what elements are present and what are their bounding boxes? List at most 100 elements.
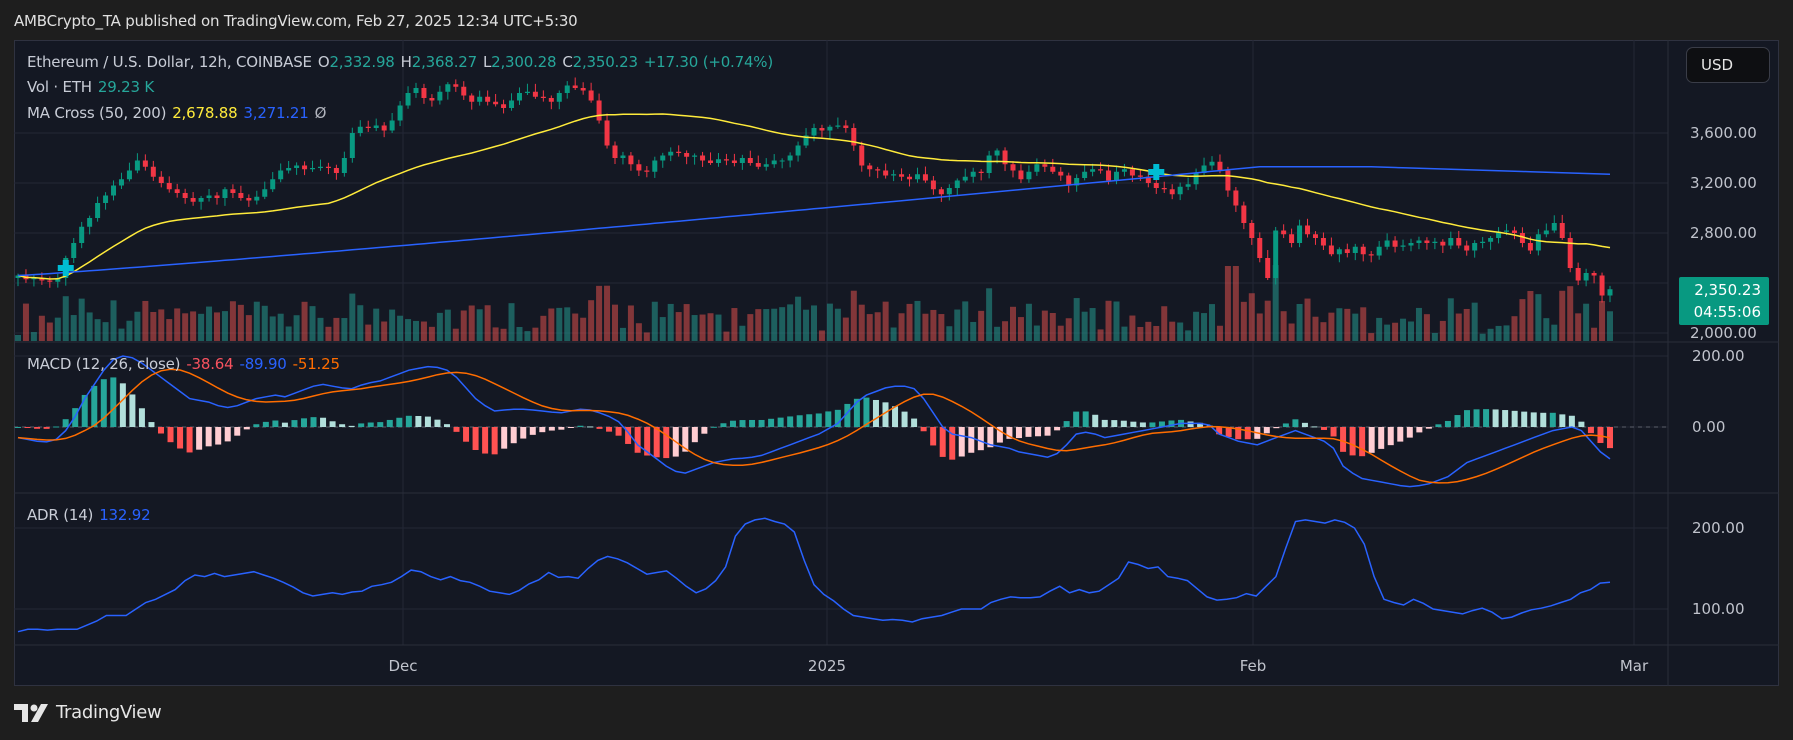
macd-histogram-bar — [1273, 427, 1280, 429]
volume-bar — [269, 316, 276, 341]
candle-body — [453, 84, 459, 87]
candle-body — [445, 84, 451, 92]
volume-bar — [898, 313, 905, 341]
ma200-value: 3,271.21 — [243, 104, 309, 122]
macd-histogram-bar — [1025, 427, 1032, 437]
volume-bar — [715, 314, 722, 341]
macd-histogram-bar — [615, 427, 622, 436]
candle-body — [126, 170, 132, 180]
macd-histogram-bar — [463, 427, 470, 442]
volume-bar — [1312, 316, 1319, 341]
volume-bar — [1017, 317, 1024, 341]
candle-body — [938, 189, 944, 195]
macd-legend[interactable]: MACD (12, 26, close) -38.64 -89.90 -51.25 — [27, 355, 346, 373]
volume-bar — [1232, 266, 1239, 341]
candle-body — [907, 176, 913, 180]
candle-body — [891, 174, 897, 176]
macd-histogram-bar — [310, 417, 317, 427]
volume-bar — [150, 311, 157, 341]
volume-bar — [818, 330, 825, 341]
candle-body — [795, 145, 801, 156]
candle-body — [1504, 230, 1510, 232]
price-axis-label: 0.00 — [1692, 418, 1726, 436]
volume-bar — [1336, 308, 1343, 341]
macd-histogram-bar — [348, 425, 355, 427]
symbol-legend[interactable]: Ethereum / U.S. Dollar, 12h, COINBASE O2,… — [27, 53, 774, 71]
macd-histogram-bar — [1425, 427, 1432, 429]
volume-bar — [1057, 325, 1064, 341]
candle-body — [254, 196, 260, 201]
ma-cross-legend[interactable]: MA Cross (50, 200) 2,678.88 3,271.21 Ø — [27, 104, 332, 122]
candle-body — [580, 88, 586, 91]
volume-bar — [1089, 308, 1096, 341]
candle-body — [405, 93, 411, 106]
macd-histogram-bar — [1340, 427, 1347, 452]
macd-histogram-bar — [729, 420, 736, 427]
macd-histogram-bar — [1244, 427, 1251, 440]
volume-bar — [1439, 320, 1446, 341]
candle-body — [1129, 169, 1135, 176]
macd-histogram-bar — [1416, 427, 1423, 433]
macd-histogram-bar — [996, 427, 1003, 443]
volume-bar — [1216, 325, 1223, 341]
volume-bar — [285, 326, 292, 341]
candle-body — [1113, 171, 1119, 181]
volume-bar — [38, 315, 45, 341]
volume-legend[interactable]: Vol · ETH 29.23 K — [27, 78, 160, 96]
macd-histogram-bar — [110, 377, 117, 427]
volume-bar — [930, 309, 937, 341]
candle-body — [1090, 169, 1096, 172]
macd-histogram-bar — [491, 427, 498, 455]
candle-body — [1265, 258, 1271, 278]
tradingview-footer[interactable]: TradingView — [14, 702, 162, 723]
macd-histogram-bar — [1158, 421, 1165, 427]
macd-histogram-bar — [977, 427, 984, 451]
volume-bar — [373, 308, 380, 341]
macd-histogram-bar — [1454, 415, 1461, 427]
candle-body — [1424, 240, 1430, 243]
candle-body — [222, 189, 228, 198]
volume-bar — [1471, 302, 1478, 341]
candle-body — [930, 180, 936, 190]
volume-bar — [1129, 315, 1136, 341]
candle-body — [1511, 230, 1517, 233]
macd-histogram-bar — [358, 423, 365, 427]
volume-bar — [62, 296, 69, 341]
macd-histogram-bar — [1597, 427, 1604, 443]
volume-bar — [1551, 324, 1558, 341]
macd-histogram-bar — [1406, 427, 1413, 438]
candle-body — [572, 85, 578, 88]
macd-histogram-bar — [157, 427, 164, 434]
macd-histogram-bar — [1063, 421, 1070, 427]
adr-legend[interactable]: ADR (14) 132.92 — [27, 506, 157, 524]
candle-body — [954, 180, 960, 188]
candle-body — [1010, 164, 1016, 171]
candle-body — [1177, 186, 1183, 195]
macd-histogram-bar — [958, 427, 965, 457]
candle-body — [1567, 238, 1573, 268]
macd-histogram-bar — [377, 422, 384, 427]
candle-body — [47, 280, 53, 282]
volume-bar — [795, 296, 802, 341]
candle-body — [843, 125, 849, 128]
volume-bar — [1527, 291, 1534, 341]
volume-bar — [787, 304, 794, 341]
candle-body — [150, 166, 156, 177]
chart-frame[interactable] — [14, 40, 1779, 686]
volume-bar — [588, 300, 595, 341]
macd-histogram-bar — [844, 403, 851, 427]
volume-bar — [174, 308, 181, 341]
candle-body — [1137, 175, 1143, 177]
chart-canvas[interactable] — [14, 40, 1779, 686]
candle-body — [238, 193, 244, 198]
published-text: AMBCrypto_TA published on TradingView.co… — [14, 12, 578, 30]
volume-bar — [651, 301, 658, 341]
volume-bar — [1137, 326, 1144, 341]
macd-histogram-bar — [1435, 424, 1442, 427]
volume-bar — [245, 315, 252, 341]
macd-histogram-bar — [644, 427, 651, 456]
macd-histogram-bar — [91, 385, 98, 427]
currency-button[interactable]: USD — [1686, 47, 1770, 83]
macd-histogram-bar — [1511, 410, 1518, 427]
candle-body — [660, 155, 666, 161]
